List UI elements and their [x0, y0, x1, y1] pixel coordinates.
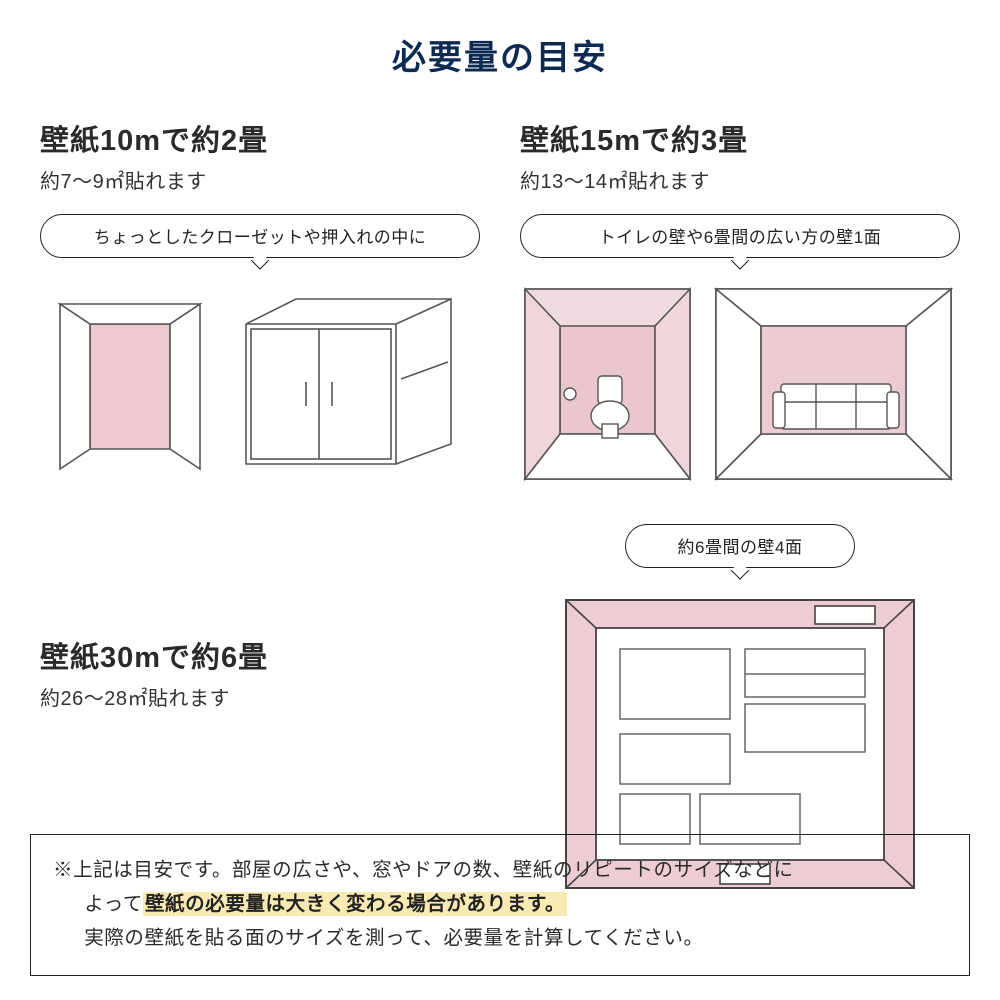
note-line-2: よって壁紙の必要量は大きく変わる場合があります。 — [53, 887, 947, 921]
bubble-15m: トイレの壁や6畳間の広い方の壁1面 — [520, 214, 960, 258]
closet-open-illustration — [40, 284, 220, 474]
bubble-10m: ちょっとしたクローゼットや押入れの中に — [40, 214, 480, 258]
sub-10m: 約7～9㎡貼れます — [40, 165, 480, 194]
heading-15m: 壁紙15mで約3畳 — [520, 117, 960, 159]
toilet-illustration — [520, 284, 695, 484]
disclaimer-box: ※上記は目安です。部屋の広さや、窓やドアの数、壁紙のリピートのサイズなどに よっ… — [30, 834, 970, 976]
page-title: 必要量の目安 — [40, 30, 960, 79]
heading-30m: 壁紙30mで約6畳 — [40, 634, 480, 676]
note-highlight: 壁紙の必要量は大きく変わる場合があります。 — [143, 892, 567, 916]
note-line-1: ※上記は目安です。部屋の広さや、窓やドアの数、壁紙のリピートのサイズなどに — [53, 853, 947, 887]
section-10m: 壁紙10mで約2畳 約7～9㎡貼れます ちょっとしたクローゼットや押入れの中に — [40, 117, 480, 484]
sub-30m: 約26～28㎡貼れます — [40, 682, 480, 711]
note-line-2-prefix: よって — [84, 893, 143, 915]
section-30m: 壁紙30mで約6畳 約26～28㎡貼れます — [40, 524, 480, 731]
heading-10m: 壁紙10mで約2畳 — [40, 117, 480, 159]
section-15m: 壁紙15mで約3畳 約13～14㎡貼れます トイレの壁や6畳間の広い方の壁1面 — [520, 117, 960, 484]
bubble-30m: 約6畳間の壁4面 — [625, 524, 855, 568]
sub-15m: 約13～14㎡貼れます — [520, 165, 960, 194]
note-line-3: 実際の壁紙を貼る面のサイズを測って、必要量を計算してください。 — [53, 921, 947, 955]
top-row: 壁紙10mで約2畳 約7～9㎡貼れます ちょっとしたクローゼットや押入れの中に — [40, 117, 960, 484]
room-accent-illustration — [711, 284, 956, 484]
closet-sliding-illustration — [236, 284, 466, 474]
